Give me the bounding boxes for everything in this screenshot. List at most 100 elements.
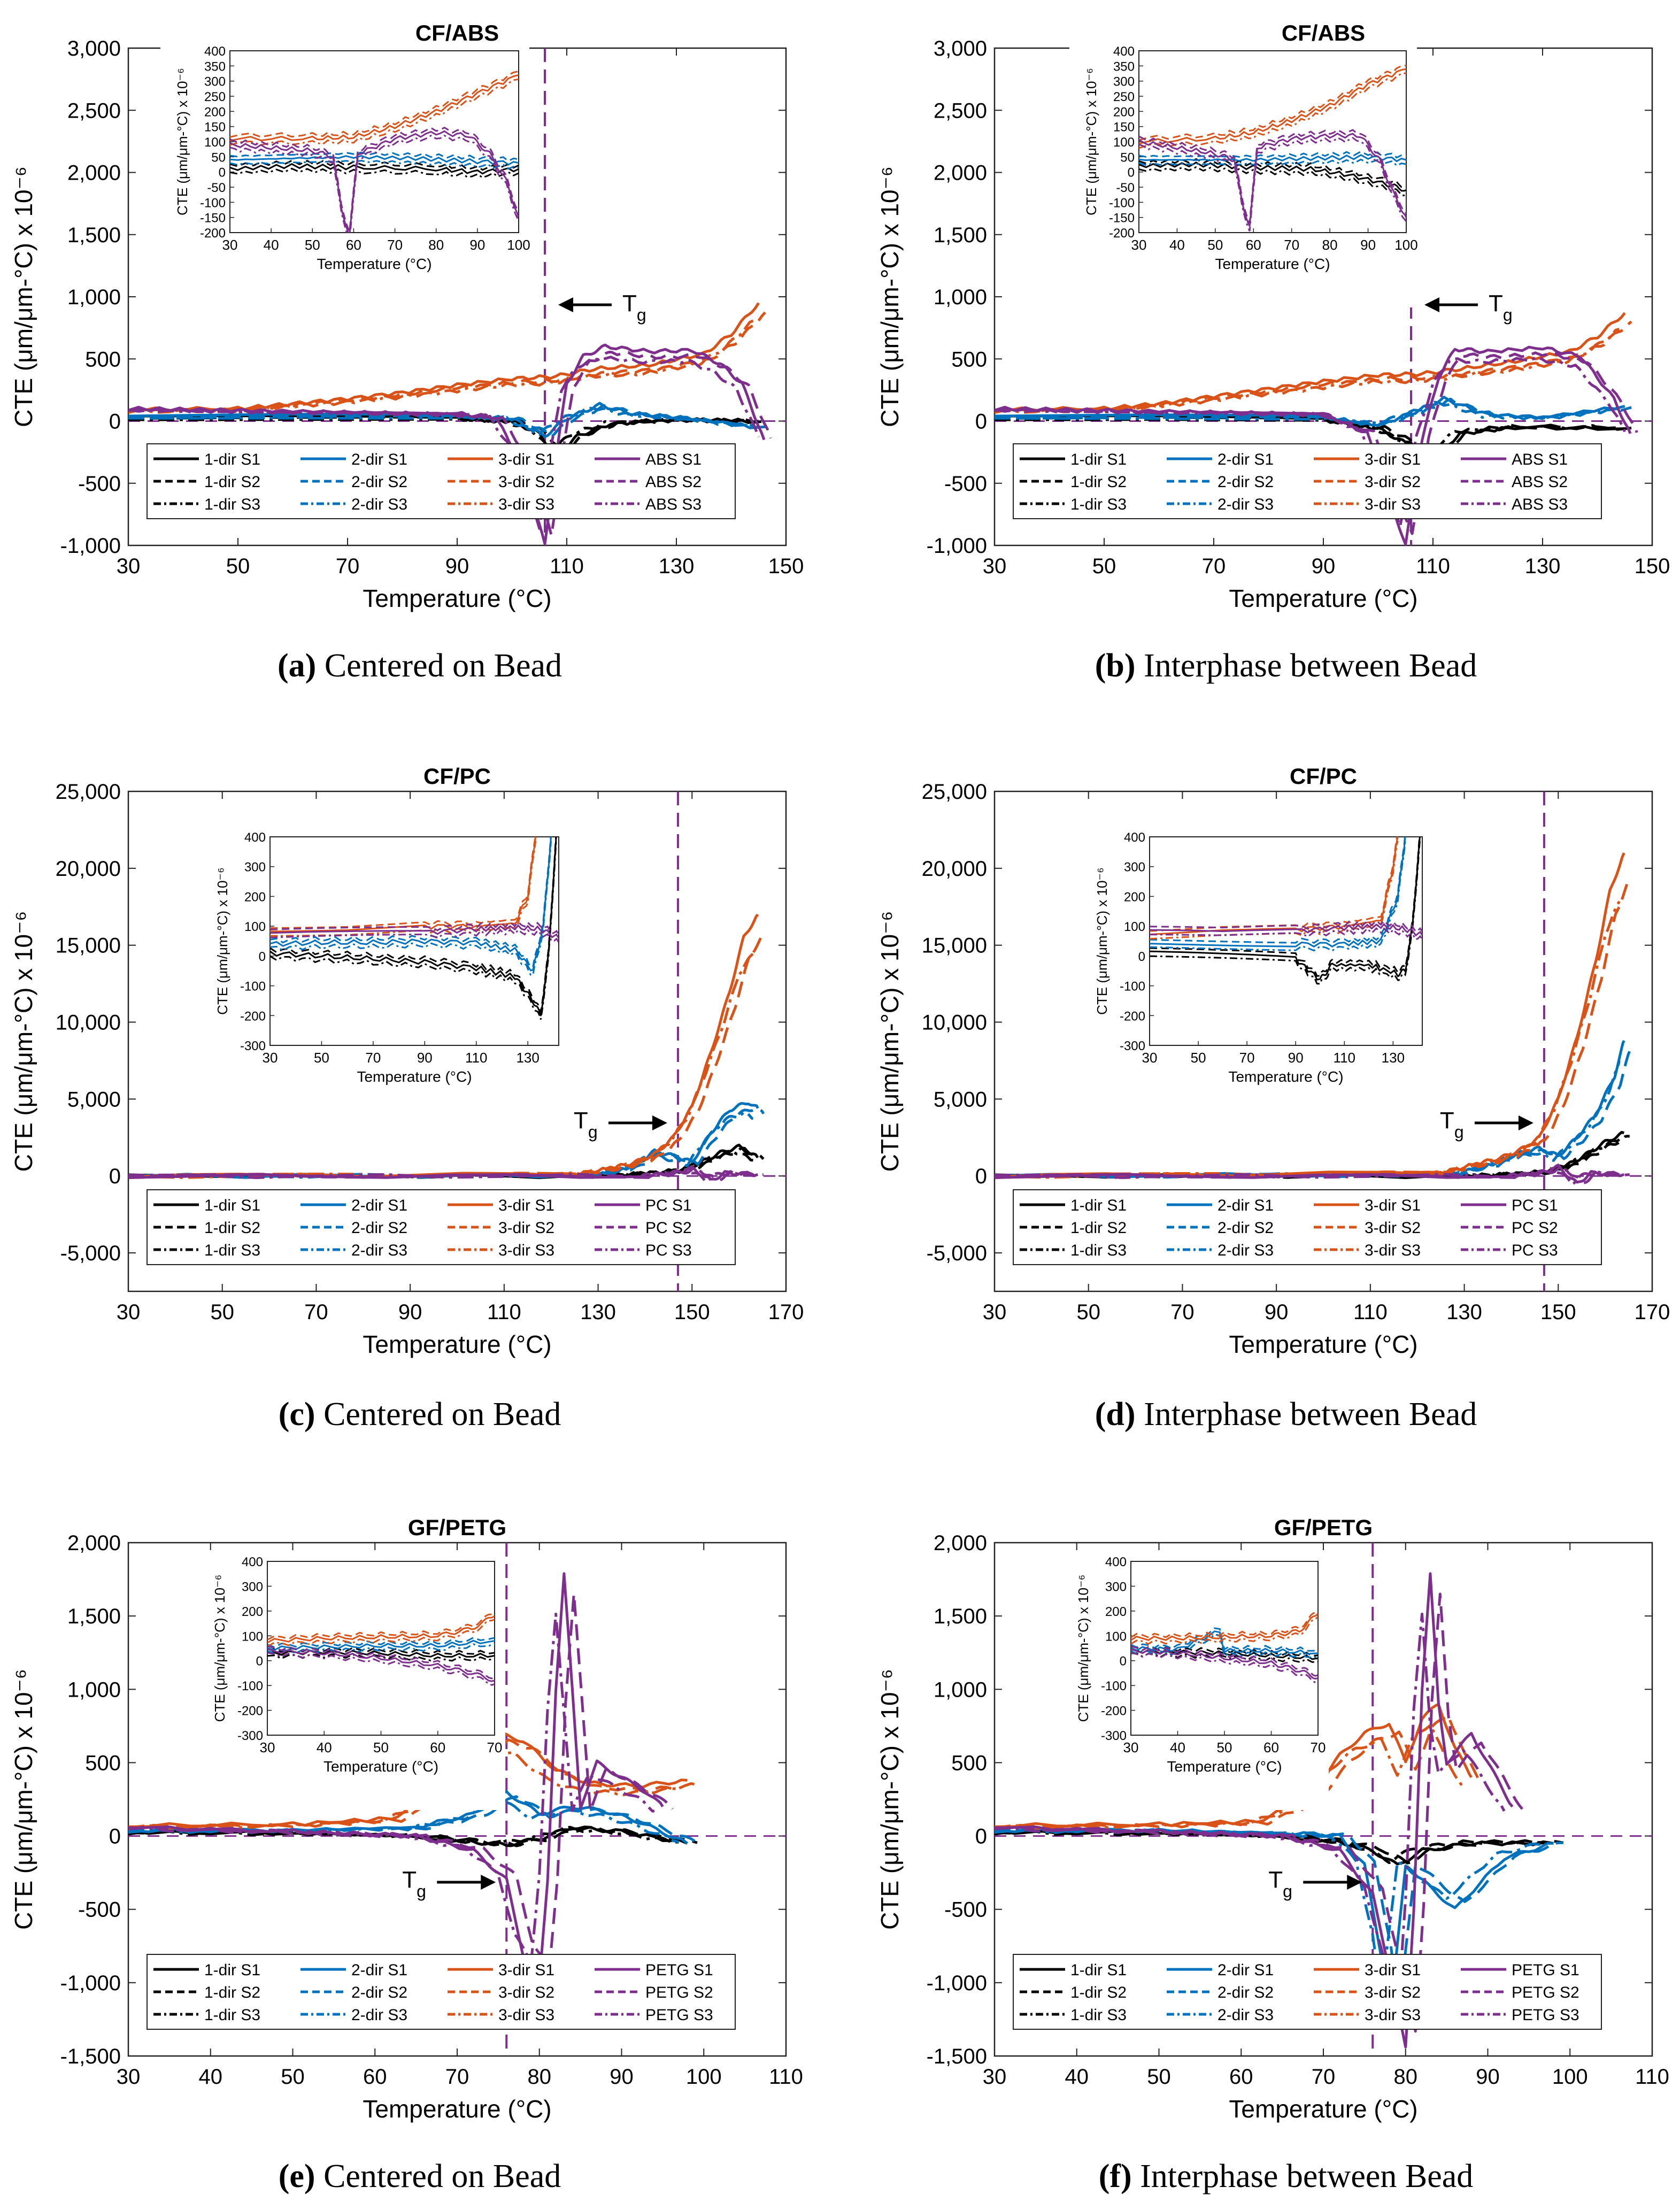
inset-x-tick-label: 40 (1169, 237, 1185, 253)
legend-label: ABS S3 (1512, 496, 1568, 513)
legend-label: 3-dir S1 (498, 1961, 554, 1979)
legend-label: 2-dir S1 (1217, 451, 1274, 468)
legend-label: 1-dir S1 (204, 1197, 260, 1214)
inset-series-group (1131, 1610, 1318, 1684)
y-tick-label: 1,500 (934, 1605, 987, 1628)
tg-arrow-head (1347, 1875, 1362, 1890)
legend-label: 3-dir S3 (1365, 496, 1421, 513)
series-3-dir-S3 (995, 328, 1620, 414)
inset-y-tick-label: 150 (1113, 120, 1135, 135)
inset-series-poly-S3 (270, 928, 559, 943)
inset-y-tick-label: -300 (1120, 1039, 1145, 1053)
x-tick-label: 50 (281, 2065, 305, 2089)
y-tick-label: 10,000 (56, 1011, 121, 1035)
legend-label: ABS S2 (1512, 473, 1568, 491)
legend-label: 3-dir S1 (1365, 1961, 1421, 1979)
inset-y-tick-label: -200 (237, 1704, 263, 1719)
inset-series-3-dir-S3 (1150, 841, 1399, 940)
legend-label: 1-dir S1 (1070, 1961, 1127, 1979)
inset-y-tick-label: -100 (200, 196, 226, 210)
caption-letter: (d) (1095, 1396, 1136, 1433)
inset-series-3-dir-S1 (1131, 1613, 1318, 1641)
y-tick-label: 15,000 (56, 934, 121, 958)
y-tick-label: -5,000 (927, 1242, 987, 1265)
inset-x-tick-label: 30 (263, 1050, 278, 1066)
panel-f: 30 40 50 60 70 80 90 100 110-1,500-1,000-5000500… (876, 1515, 1669, 2194)
inset-chart: 30 40 50 60 70 80 90 100-200-150-100-5005010015… (160, 44, 530, 307)
series-poly-S3 (995, 1612, 1506, 2020)
y-tick-label: 1,000 (934, 286, 987, 309)
inset-y-tick-label: -200 (1109, 226, 1135, 241)
inset-y-tick-label: 300 (204, 75, 226, 89)
inset-series-2-dir-S3 (230, 159, 519, 170)
inset-frame (269, 836, 559, 1046)
inset-y-tick-label: -100 (1120, 980, 1145, 994)
y-tick-label: 1,000 (934, 1678, 987, 1701)
caption-letter: (c) (279, 1396, 315, 1433)
panel-caption: (d) Interphase between Bead (1095, 1396, 1477, 1433)
caption-text: Interphase between Bead (1136, 1396, 1477, 1433)
x-tick-label: 50 (226, 555, 250, 578)
inset-x-tick-label: 80 (428, 237, 444, 253)
chart-title: GF/PETG (408, 1515, 506, 1540)
series-2-dir-S3 (995, 1060, 1621, 1179)
series-2-dir-S3 (995, 401, 1620, 426)
inset-series-poly-S2 (270, 920, 559, 935)
inset-series-2-dir-S1 (267, 1639, 495, 1651)
x-tick-label: 150 (768, 555, 804, 578)
inset-series-poly-S3 (1139, 136, 1406, 232)
inset-y-tick-label: 100 (1124, 920, 1145, 934)
legend-label: 1-dir S1 (1070, 1197, 1127, 1214)
inset-frame (1149, 836, 1423, 1046)
panel-caption: (a) Centered on Bead (278, 648, 562, 684)
y-tick-label: 1,500 (67, 1605, 121, 1628)
inset-y-tick-label: 400 (1105, 1555, 1127, 1569)
panel-c: 30 50 70 90 110 130 150 170 -5,000 0 5,000 10,000 15… (10, 764, 804, 1433)
inset-y-tick-label: -200 (200, 226, 226, 241)
inset-series-3-dir-S1 (1139, 68, 1406, 145)
inset-y-tick-label: 300 (244, 860, 266, 875)
legend-label: 1-dir S3 (204, 496, 260, 513)
y-tick-label: -1,500 (927, 2045, 987, 2068)
y-tick-label: -1,000 (60, 534, 121, 558)
legend-label: 3-dir S1 (1365, 1197, 1421, 1214)
y-tick-label: 1,500 (934, 224, 987, 247)
y-tick-label: 1,500 (67, 224, 121, 247)
inset-series-3-dir-S3 (1131, 1616, 1318, 1645)
y-axis-label: CTE (μm/μm-°C) x 10⁻⁶ (10, 911, 37, 1172)
legend-label: 3-dir S2 (1365, 1984, 1421, 2001)
inset-x-tick-label: 30 (1123, 1739, 1139, 1755)
legend-label: 1-dir S3 (204, 1242, 260, 1259)
x-tick-label: 110 (487, 1300, 521, 1324)
inset-y-tick-label: 200 (244, 890, 266, 904)
x-axis-label: Temperature (°C) (363, 2095, 551, 2123)
inset-series-2-dir-S3 (1139, 158, 1406, 167)
legend-label: 3-dir S3 (498, 496, 554, 513)
y-tick-label: 500 (85, 1751, 121, 1775)
x-tick-label: 90 (1265, 1300, 1289, 1324)
x-tick-label: 110 (1353, 1300, 1388, 1324)
x-tick-label: 50 (1092, 555, 1116, 578)
series-group (995, 852, 1631, 1186)
inset-y-tick-label: 0 (1128, 166, 1135, 180)
legend-label: 1-dir S2 (204, 1219, 260, 1237)
inset-series-1-dir-S3 (1150, 841, 1421, 985)
chart-title: CF/PC (1290, 764, 1357, 789)
inset-series-2-dir-S3 (270, 841, 552, 976)
inset-y-tick-label: -150 (1109, 211, 1135, 226)
inset-y-tick-label: -200 (240, 1009, 266, 1023)
x-tick-label: 60 (363, 2065, 387, 2089)
x-tick-label: 70 (1170, 1300, 1195, 1324)
inset-series-poly-S1 (270, 924, 559, 939)
x-tick-label: 80 (528, 2065, 552, 2089)
inset-series-1-dir-S3 (230, 167, 519, 179)
y-tick-label: 2,000 (67, 161, 121, 185)
legend: 1-dir S1 1-dir S2 1-dir S3 2-dir S1 2-dir S2… (1013, 1189, 1602, 1265)
y-tick-label: 25,000 (56, 780, 121, 804)
series-3-dir-S2 (995, 1714, 1482, 1830)
legend: 1-dir S1 1-dir S2 1-dir S3 2-dir S1 2-dir S2… (147, 443, 736, 519)
inset-series-2-dir-S2 (270, 837, 552, 968)
inset-y-tick-label: -300 (1101, 1729, 1127, 1743)
inset-series-poly-S1 (1150, 922, 1422, 937)
x-tick-label: 30 (983, 555, 1007, 578)
